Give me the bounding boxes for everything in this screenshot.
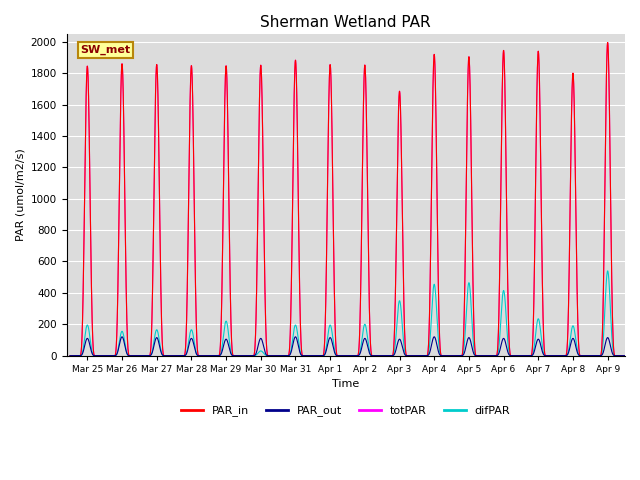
Line: totPAR: totPAR: [70, 43, 625, 356]
difPAR: [398, 315, 406, 321]
difPAR: [66, 353, 74, 359]
PAR_out: [118, 334, 126, 340]
totPAR: [66, 353, 74, 359]
difPAR: [621, 353, 629, 359]
totPAR: [621, 353, 629, 359]
PAR_in: [368, 353, 376, 359]
difPAR: [604, 268, 611, 274]
Line: PAR_out: PAR_out: [70, 337, 625, 356]
PAR_in: [500, 48, 508, 53]
PAR_in: [604, 40, 611, 46]
difPAR: [500, 288, 508, 293]
totPAR: [604, 40, 611, 46]
PAR_in: [621, 353, 629, 359]
Title: Sherman Wetland PAR: Sherman Wetland PAR: [260, 15, 431, 30]
totPAR: [541, 352, 549, 358]
PAR_out: [541, 353, 549, 359]
totPAR: [368, 353, 376, 359]
Legend: PAR_in, PAR_out, totPAR, difPAR: PAR_in, PAR_out, totPAR, difPAR: [177, 401, 515, 421]
PAR_out: [66, 353, 74, 359]
difPAR: [541, 353, 549, 359]
PAR_in: [66, 353, 74, 359]
PAR_out: [398, 342, 406, 348]
difPAR: [368, 353, 376, 359]
PAR_out: [527, 353, 535, 359]
totPAR: [527, 353, 535, 359]
PAR_in: [527, 353, 535, 359]
totPAR: [398, 173, 406, 179]
PAR_in: [181, 350, 189, 356]
PAR_out: [368, 353, 376, 359]
Y-axis label: PAR (umol/m2/s): PAR (umol/m2/s): [15, 148, 25, 241]
PAR_in: [398, 173, 406, 179]
totPAR: [181, 350, 189, 356]
PAR_in: [541, 352, 549, 358]
Line: PAR_in: PAR_in: [70, 43, 625, 356]
Line: difPAR: difPAR: [70, 271, 625, 356]
PAR_out: [181, 352, 189, 358]
PAR_out: [621, 353, 629, 359]
X-axis label: Time: Time: [332, 379, 360, 389]
totPAR: [500, 48, 508, 53]
difPAR: [527, 353, 535, 359]
PAR_out: [500, 336, 508, 341]
Text: SW_met: SW_met: [81, 45, 131, 56]
difPAR: [181, 352, 189, 358]
